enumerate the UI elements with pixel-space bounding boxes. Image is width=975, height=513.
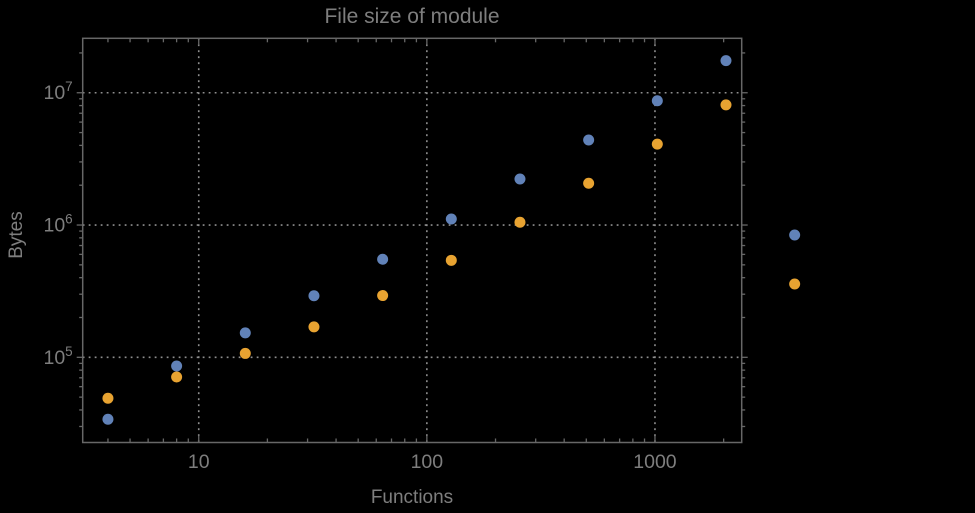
x-axis-label: Functions [370, 487, 454, 508]
data-point-orange-256 [514, 216, 526, 228]
data-point-blue-32 [308, 290, 320, 302]
data-point-blue-256 [514, 173, 526, 185]
data-point-blue-128 [445, 213, 457, 225]
y-tick-label-10e6: 106 [43, 212, 72, 237]
plot-frame [81, 37, 743, 444]
y-tick-label-10e5: 105 [43, 344, 72, 369]
data-point-orange-16 [239, 347, 251, 359]
data-point-orange-4096 [789, 278, 801, 290]
data-point-blue-64 [377, 253, 389, 265]
x-tick-label-10: 10 [188, 451, 210, 473]
data-point-orange-512 [583, 177, 595, 189]
data-point-blue-4 [102, 413, 114, 425]
data-point-orange-8 [171, 371, 183, 383]
data-point-orange-1024 [651, 138, 663, 150]
x-tick-label-100: 100 [411, 451, 444, 473]
data-point-blue-512 [583, 134, 595, 146]
chart-title: File size of module [324, 5, 500, 28]
data-point-blue-16 [239, 327, 251, 339]
data-point-orange-4 [102, 392, 114, 404]
data-point-blue-1024 [651, 95, 663, 107]
data-point-blue-8 [171, 360, 183, 372]
data-point-orange-2048 [720, 99, 732, 111]
y-tick-label-10e7: 107 [43, 79, 72, 104]
data-point-blue-2048 [720, 55, 732, 67]
x-tick-label-1000: 1000 [633, 451, 677, 473]
data-point-orange-32 [308, 321, 320, 333]
data-point-blue-4096 [789, 229, 801, 241]
data-point-orange-64 [377, 290, 389, 302]
data-point-orange-128 [445, 254, 457, 266]
